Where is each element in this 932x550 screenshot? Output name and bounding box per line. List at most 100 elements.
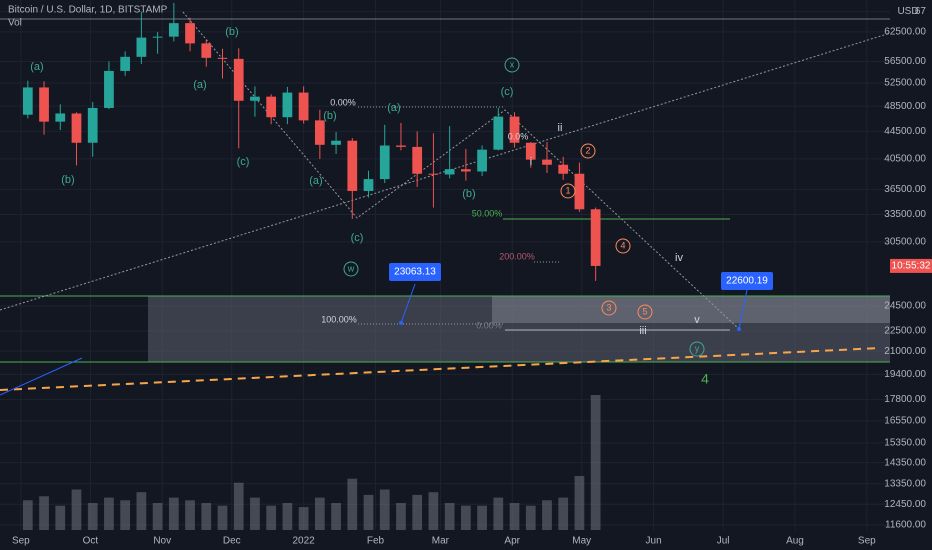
annotation: iii bbox=[639, 325, 646, 337]
trend-line bbox=[0, 357, 83, 396]
x-tick-label: Sep bbox=[12, 536, 30, 547]
annotation: (a) bbox=[309, 175, 322, 187]
x-tick-label: Dec bbox=[223, 536, 241, 547]
x-tick-label: Apr bbox=[504, 536, 520, 547]
annotation: 0.00% bbox=[330, 97, 356, 107]
subtitle: Vol bbox=[8, 18, 22, 29]
x-tick-label: Jul bbox=[717, 536, 730, 547]
y-tick-label: 19400.00 bbox=[884, 369, 926, 380]
callout-line bbox=[400, 283, 416, 324]
annotation-circle bbox=[689, 341, 705, 357]
x-tick-label: Jun bbox=[646, 536, 662, 547]
x-tick-label: 2022 bbox=[292, 536, 315, 547]
callout-line bbox=[738, 289, 748, 330]
volume-bar bbox=[168, 497, 179, 530]
annotation: 3 bbox=[606, 302, 611, 312]
trend-line bbox=[0, 347, 881, 391]
price-tag-label: 10:55:32 bbox=[892, 261, 931, 272]
volume-bar bbox=[477, 505, 487, 530]
y-tick-label: 15350.00 bbox=[884, 438, 926, 449]
volume-bar bbox=[266, 505, 277, 530]
volume-bar bbox=[298, 507, 309, 530]
candle-body bbox=[152, 36, 163, 38]
x-tick-label: Oct bbox=[83, 536, 99, 547]
volume-bar bbox=[217, 505, 228, 530]
callout-box bbox=[389, 263, 441, 281]
y-tick-label: 11600.00 bbox=[885, 520, 926, 531]
candle-body bbox=[71, 113, 82, 143]
candle-body bbox=[314, 120, 325, 145]
y-tick-label: 30500.00 bbox=[884, 237, 926, 248]
annotation-circle bbox=[504, 57, 520, 73]
annotation: 0.00% bbox=[476, 320, 502, 330]
candle-body bbox=[428, 173, 439, 175]
annotation: (b) bbox=[61, 174, 74, 186]
volume-bar bbox=[71, 489, 82, 530]
annotation: 2 bbox=[585, 145, 590, 155]
candle-body bbox=[396, 145, 406, 147]
y-tick-label: 14350.00 bbox=[884, 457, 926, 468]
volume-bar bbox=[185, 500, 195, 530]
annotation: x bbox=[510, 59, 515, 69]
y-tick-label: 40500.00 bbox=[884, 154, 926, 165]
annotation: iv bbox=[675, 252, 683, 264]
price-tag bbox=[890, 258, 932, 273]
y-tick-label: 17800.00 bbox=[884, 394, 926, 405]
wave-path bbox=[182, 11, 741, 331]
volume-bar bbox=[331, 503, 341, 530]
y-tick-label: 56500.00 bbox=[884, 56, 926, 67]
candle-body bbox=[39, 87, 49, 122]
callout-box bbox=[721, 272, 773, 290]
candle-body bbox=[379, 145, 390, 180]
volume-bar bbox=[136, 492, 147, 530]
annotation: 1 bbox=[565, 185, 570, 195]
candle-body bbox=[525, 142, 536, 160]
y-tick-label: 36500.00 bbox=[884, 184, 926, 195]
volume-bar bbox=[428, 492, 439, 530]
annotation: 5 bbox=[642, 306, 647, 316]
volume bbox=[22, 395, 601, 530]
candle-body bbox=[217, 57, 228, 59]
candle-body bbox=[509, 116, 520, 143]
candle-body bbox=[363, 179, 374, 191]
volume-bar bbox=[314, 497, 325, 530]
volume-bar bbox=[525, 505, 536, 530]
candle-body bbox=[266, 96, 277, 118]
trend-line bbox=[0, 29, 901, 311]
candle-body bbox=[282, 92, 293, 118]
time-axis bbox=[0, 532, 932, 550]
volume-bar bbox=[363, 494, 374, 530]
annotations: (a)(b)(b)(a)(c)(b)(a)(c)(a)(b)(c)xwyiiii… bbox=[30, 26, 773, 387]
candles bbox=[22, 2, 601, 281]
currency-label: USD bbox=[897, 6, 918, 17]
volume-bar bbox=[55, 505, 66, 530]
annotation: y bbox=[695, 343, 700, 353]
annotation: (a) bbox=[387, 102, 400, 114]
x-tick-label: Nov bbox=[153, 536, 171, 547]
chart-title: Bitcoin / U.S. Dollar, 1D, BITSTAMP bbox=[8, 5, 168, 16]
y-tick-label: 44500.00 bbox=[884, 126, 926, 137]
candle-body bbox=[347, 140, 358, 191]
annotation: i bbox=[530, 156, 532, 168]
annotation-circle bbox=[580, 143, 596, 159]
candle-body bbox=[168, 23, 179, 37]
candle-body bbox=[460, 169, 471, 172]
y-tick-label: 13350.00 bbox=[884, 478, 926, 489]
candle-body bbox=[298, 92, 309, 121]
candle-body bbox=[55, 113, 66, 122]
y-tick-label: 48500.00 bbox=[884, 101, 926, 112]
candle-body bbox=[412, 146, 423, 174]
volume-bar bbox=[233, 482, 244, 530]
candle-body bbox=[104, 70, 114, 108]
volume-bar bbox=[444, 503, 455, 530]
candle-body bbox=[590, 209, 601, 266]
volume-bar bbox=[152, 503, 163, 530]
annotation: 50.00% bbox=[472, 208, 503, 218]
annotation: ii bbox=[558, 122, 563, 134]
volume-bar bbox=[379, 489, 390, 530]
annotation-circle bbox=[637, 304, 653, 320]
annotation-circle bbox=[343, 261, 359, 277]
annotation: 0.0% bbox=[508, 131, 529, 141]
volume-bar bbox=[250, 497, 260, 530]
